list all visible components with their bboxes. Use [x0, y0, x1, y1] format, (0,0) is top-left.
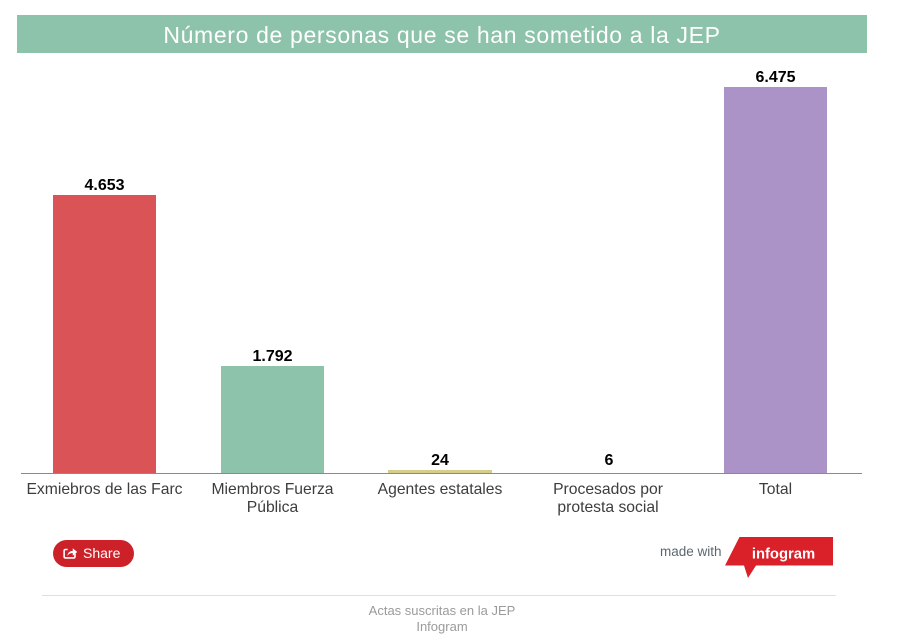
- svg-text:infogram: infogram: [752, 547, 815, 563]
